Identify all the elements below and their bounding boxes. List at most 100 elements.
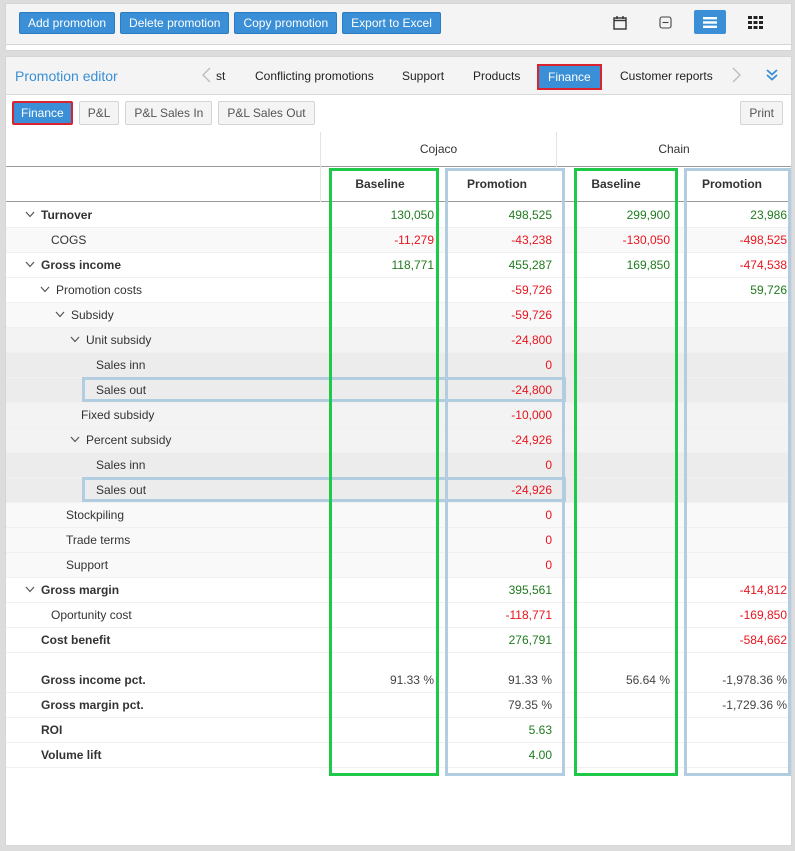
tab-bar: Promotion editor st Conflicting promotio…: [6, 57, 791, 95]
table-row[interactable]: Oportunity cost -118,771 -169,850: [6, 603, 791, 628]
group-header-cojaco: Cojaco: [320, 132, 556, 167]
cell-chain-promotion: [678, 718, 787, 743]
row-label: Fixed subsidy: [81, 408, 155, 422]
chevron-down-icon[interactable]: [25, 211, 35, 218]
chevron-down-icon[interactable]: [55, 311, 65, 318]
cell-chain-baseline: [556, 353, 670, 378]
tab-cost[interactable]: st: [216, 69, 226, 83]
subtab-finance[interactable]: Finance: [12, 101, 73, 125]
subtab-pl[interactable]: P&L: [78, 101, 120, 125]
chevron-down-icon[interactable]: [25, 586, 35, 593]
chevron-down-icon[interactable]: [70, 336, 80, 343]
cell-chain-promotion: -169,850: [739, 608, 787, 622]
table-row[interactable]: Trade terms 0: [6, 528, 791, 553]
cell-chain-promotion: 59,726: [750, 283, 787, 297]
cell-cojaco-promotion: -43,238: [511, 233, 552, 247]
cell-chain-baseline: 56.64 %: [625, 673, 670, 687]
cell-chain-promotion: [678, 403, 787, 428]
row-label: Stockpiling: [66, 508, 125, 522]
cell-cojaco-promotion: -24,926: [511, 433, 552, 447]
row-label: ROI: [41, 723, 63, 737]
table-row[interactable]: Support 0: [6, 553, 791, 578]
table-row[interactable]: ROI 5.63: [6, 718, 791, 743]
cell-cojaco-baseline: [321, 453, 434, 478]
table-row[interactable]: Subsidy -59,726: [6, 303, 791, 328]
table-row[interactable]: Promotion costs -59,726 59,726: [6, 278, 791, 303]
collapse-view-button[interactable]: [649, 10, 681, 34]
cell-cojaco-baseline: [321, 353, 434, 378]
tab-scroll-right-icon[interactable]: [730, 66, 744, 84]
row-label: Gross income: [41, 258, 122, 272]
row-label: Subsidy: [71, 308, 114, 322]
table-row[interactable]: COGS -11,279 -43,238 -130,050 -498,525: [6, 228, 791, 253]
double-chevron-down-icon[interactable]: [765, 68, 779, 82]
cell-cojaco-promotion: -24,800: [511, 383, 552, 397]
table-row[interactable]: Fixed subsidy -10,000: [6, 403, 791, 428]
cell-cojaco-baseline: [321, 603, 434, 628]
table-row[interactable]: Cost benefit 276,791 -584,662: [6, 628, 791, 653]
col-header-chain-promotion[interactable]: Promotion: [702, 177, 762, 191]
chevron-down-icon[interactable]: [25, 261, 35, 268]
list-view-icon: [703, 16, 717, 28]
table-row[interactable]: Gross margin 395,561 -414,812: [6, 578, 791, 603]
cell-chain-baseline: [556, 428, 670, 453]
cell-cojaco-promotion: 91.33 %: [507, 673, 552, 687]
subtab-pl-sales-in[interactable]: P&L Sales In: [125, 101, 213, 125]
cell-chain-baseline: [556, 378, 670, 403]
cell-chain-baseline: [556, 628, 670, 653]
table-row[interactable]: Gross income 118,771 455,287 169,850 -474,53…: [6, 253, 791, 278]
tab-customer-reports[interactable]: Customer reports: [620, 69, 713, 83]
cell-chain-baseline: [556, 528, 670, 553]
cell-cojaco-promotion: 4.00: [528, 748, 552, 762]
cell-cojaco-baseline: [321, 278, 434, 303]
table-row[interactable]: Gross margin pct. 79.35 % -1,729.36 %: [6, 693, 791, 718]
cell-cojaco-baseline: [321, 503, 434, 528]
list-view-button[interactable]: [694, 10, 726, 34]
copy-promotion-button[interactable]: Copy promotion: [234, 12, 338, 34]
cell-chain-promotion: [678, 428, 787, 453]
add-promotion-button[interactable]: Add promotion: [19, 12, 116, 34]
table-row[interactable]: Sales inn 0: [6, 353, 791, 378]
table-row[interactable]: Gross income pct. 91.33 % 91.33 % 56.64 % -1…: [6, 668, 791, 693]
promotion-editor-panel: Promotion editor st Conflicting promotio…: [5, 56, 792, 846]
cell-chain-promotion: -1,729.36 %: [722, 698, 787, 712]
table-row[interactable]: Sales out -24,926: [6, 477, 791, 503]
table-row[interactable]: Sales inn 0: [6, 453, 791, 478]
tab-scroll-left-icon[interactable]: [199, 66, 213, 84]
row-label: Gross margin pct.: [41, 698, 144, 712]
cell-chain-promotion: -498,525: [739, 233, 787, 247]
table-row[interactable]: Unit subsidy -24,800: [6, 328, 791, 353]
chevron-down-icon[interactable]: [70, 436, 80, 443]
print-button[interactable]: Print: [740, 101, 783, 125]
row-label: Sales out: [96, 383, 147, 397]
cell-chain-baseline: [556, 553, 670, 578]
chevron-down-icon[interactable]: [40, 286, 50, 293]
col-header-cojaco-promotion[interactable]: Promotion: [467, 177, 527, 191]
calendar-view-button[interactable]: [604, 10, 636, 34]
cell-chain-baseline: [556, 503, 670, 528]
delete-promotion-button[interactable]: Delete promotion: [120, 12, 230, 34]
row-label: Sales out: [96, 483, 147, 497]
col-header-cojaco-baseline[interactable]: Baseline: [355, 177, 405, 191]
row-label: Promotion costs: [56, 283, 143, 297]
table-row[interactable]: Turnover 130,050 498,525 299,900 23,986: [6, 203, 791, 228]
cell-chain-promotion: [678, 528, 787, 553]
cell-cojaco-baseline: [321, 628, 434, 653]
table-row[interactable]: Volume lift 4.00: [6, 743, 791, 768]
tab-products[interactable]: Products: [473, 69, 521, 83]
table-row[interactable]: Sales out -24,800: [6, 377, 791, 403]
tab-finance[interactable]: Finance: [537, 64, 602, 90]
tab-conflicting-promotions[interactable]: Conflicting promotions: [255, 69, 374, 83]
row-label: Oportunity cost: [51, 608, 132, 622]
cell-cojaco-promotion: -24,800: [511, 333, 552, 347]
cell-chain-baseline: [556, 453, 670, 478]
tab-support[interactable]: Support: [402, 69, 445, 83]
cell-chain-baseline: 299,900: [626, 208, 670, 222]
export-to-excel-button[interactable]: Export to Excel: [342, 12, 441, 34]
cell-cojaco-promotion: -59,726: [511, 308, 552, 322]
table-row[interactable]: Stockpiling 0: [6, 503, 791, 528]
col-header-chain-baseline[interactable]: Baseline: [591, 177, 641, 191]
subtab-pl-sales-out[interactable]: P&L Sales Out: [218, 101, 315, 125]
table-row[interactable]: Percent subsidy -24,926: [6, 428, 791, 453]
grid-view-button[interactable]: [739, 10, 771, 34]
